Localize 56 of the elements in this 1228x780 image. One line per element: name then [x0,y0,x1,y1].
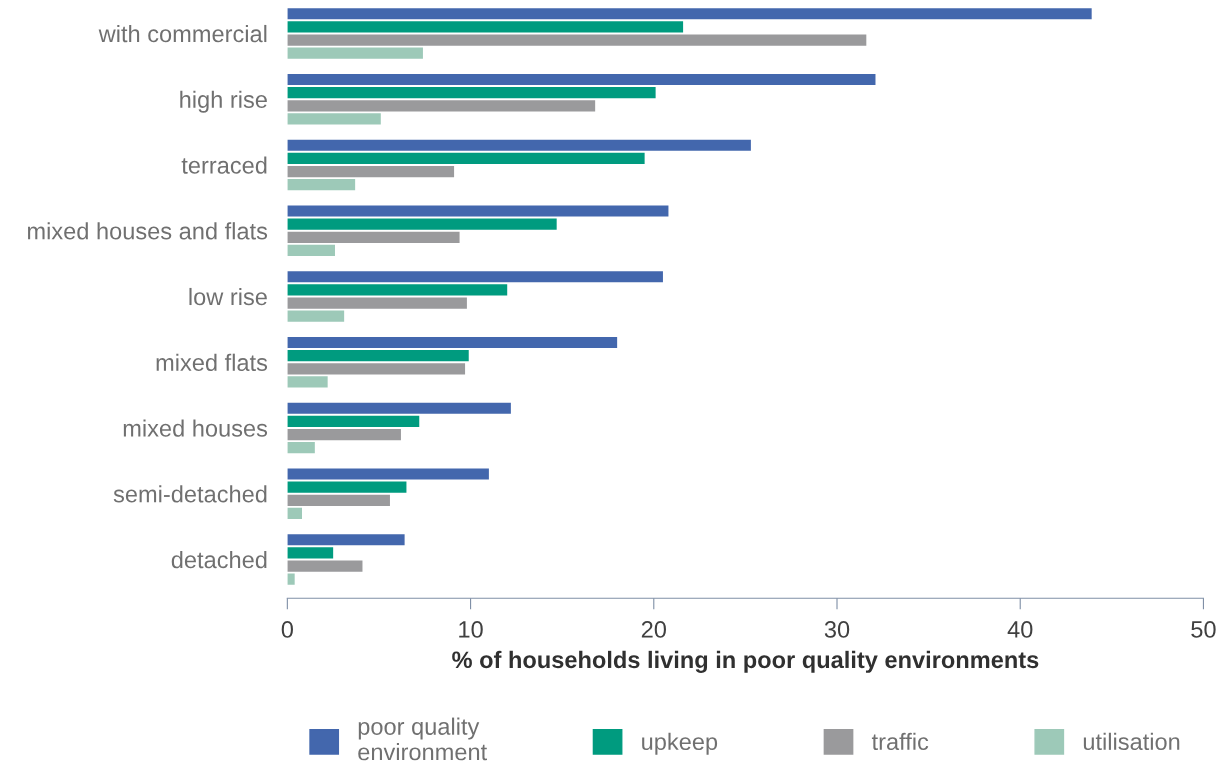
bar [287,363,466,375]
bar [287,336,618,349]
bar [287,271,663,283]
bar [287,47,423,59]
y-tick-label: terraced [181,156,267,174]
bar [287,468,489,480]
bar [287,100,596,112]
legend-label: upkeep [642,732,718,755]
bar [287,507,303,520]
bar [287,34,867,46]
x-tick-label: 40 [1007,621,1033,638]
x-axis-title: % of households living in poor quality environments [452,650,1039,673]
y-tick-label: detached [171,550,267,569]
bar [287,376,328,388]
legend-label: traffic [871,732,929,751]
bar [287,534,405,546]
bar [287,442,315,454]
x-tick-label: 10 [459,621,483,638]
bar [287,428,401,441]
y-tick-label: low rise [189,287,267,306]
bar [287,205,669,217]
bar [287,139,751,151]
x-tick-label: 20 [641,621,666,638]
bar [287,179,356,191]
x-tick-label: 30 [824,621,850,638]
bar [287,402,511,414]
bar [287,165,455,178]
bar [287,560,363,572]
bar [287,547,334,559]
bar [287,8,1092,20]
y-tick-label: mixed flats [156,353,268,372]
bar [287,284,508,296]
y-tick-label: mixed houses and flats [28,222,268,240]
y-tick-label: mixed houses [123,419,268,437]
x-tick-label: 50 [1191,621,1216,638]
bar [287,297,467,309]
y-tick-label: high rise [180,90,267,113]
legend-label: poor quality environment [358,717,487,761]
x-tick-label: 0 [281,621,293,638]
bar [287,231,460,243]
legend-label: utilisation [1083,732,1180,751]
bar [287,21,684,33]
bar [287,152,645,164]
bar [287,481,407,493]
bar [287,218,557,230]
bar [287,87,656,99]
bar [287,350,469,362]
bar [287,113,381,125]
bar [287,73,876,86]
bar [287,494,390,506]
bar [287,573,295,585]
y-tick-label: with commercial [98,24,267,43]
y-tick-label: semi-detached [113,485,267,503]
bar [287,310,345,322]
bar [287,244,335,257]
bar [287,415,420,427]
